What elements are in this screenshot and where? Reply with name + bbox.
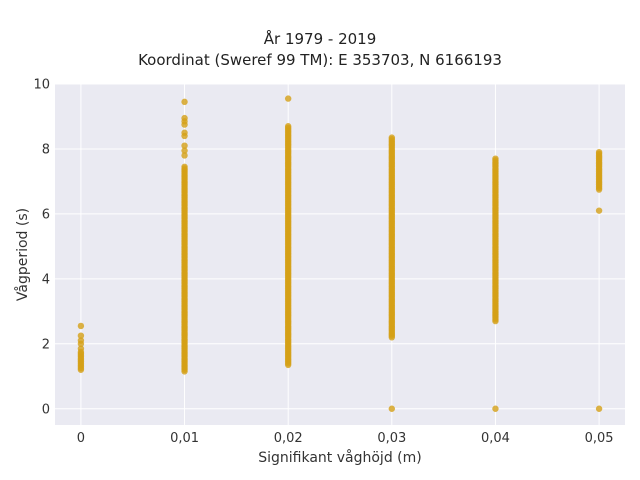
y-tick-label: 0 [42, 402, 50, 417]
y-axis-label: Vågperiod (s) [14, 208, 31, 301]
chart-title-line-1: År 1979 - 2019 [263, 30, 377, 48]
y-tick-label: 4 [42, 272, 50, 287]
x-tick-labels: 0 0,01 0,02 0,03 0,04 0,05 [77, 431, 614, 446]
x-axis-label: Signifikant våghöjd (m) [258, 449, 421, 466]
data-point [77, 332, 85, 339]
data-point [181, 142, 188, 149]
plot-area [55, 84, 625, 425]
data-point [181, 129, 188, 136]
y-tick-label: 2 [42, 337, 50, 352]
data-point [181, 163, 188, 171]
data-point [388, 134, 396, 141]
data-point [595, 405, 603, 412]
data-point [77, 337, 85, 344]
y-tick-label: 6 [42, 207, 50, 222]
x-tick-label: 0,05 [585, 431, 614, 446]
x-tick-label: 0,02 [274, 431, 303, 446]
x-tick-label: 0,03 [377, 431, 406, 446]
data-point [492, 405, 499, 412]
chart-title-line-2: Koordinat (Sweref 99 TM): E 353703, N 61… [138, 51, 502, 69]
data-point [284, 95, 292, 102]
y-tick-label: 8 [42, 142, 50, 157]
data-point [181, 152, 188, 159]
data-point [388, 405, 396, 412]
x-tick-label: 0 [77, 431, 85, 446]
data-point [181, 147, 188, 154]
data-point [284, 123, 292, 130]
data-point [77, 322, 85, 330]
x-tick-label: 0,01 [170, 431, 199, 446]
data-point [492, 155, 499, 162]
data-point [181, 114, 188, 122]
data-point [595, 207, 603, 214]
y-tick-labels: 0 2 4 6 8 10 [33, 78, 50, 418]
x-tick-label: 0,04 [481, 431, 510, 446]
data-points [77, 95, 603, 412]
y-tick-label: 10 [33, 78, 50, 93]
data-point [181, 98, 188, 106]
data-point [595, 149, 603, 156]
data-point [77, 345, 85, 352]
